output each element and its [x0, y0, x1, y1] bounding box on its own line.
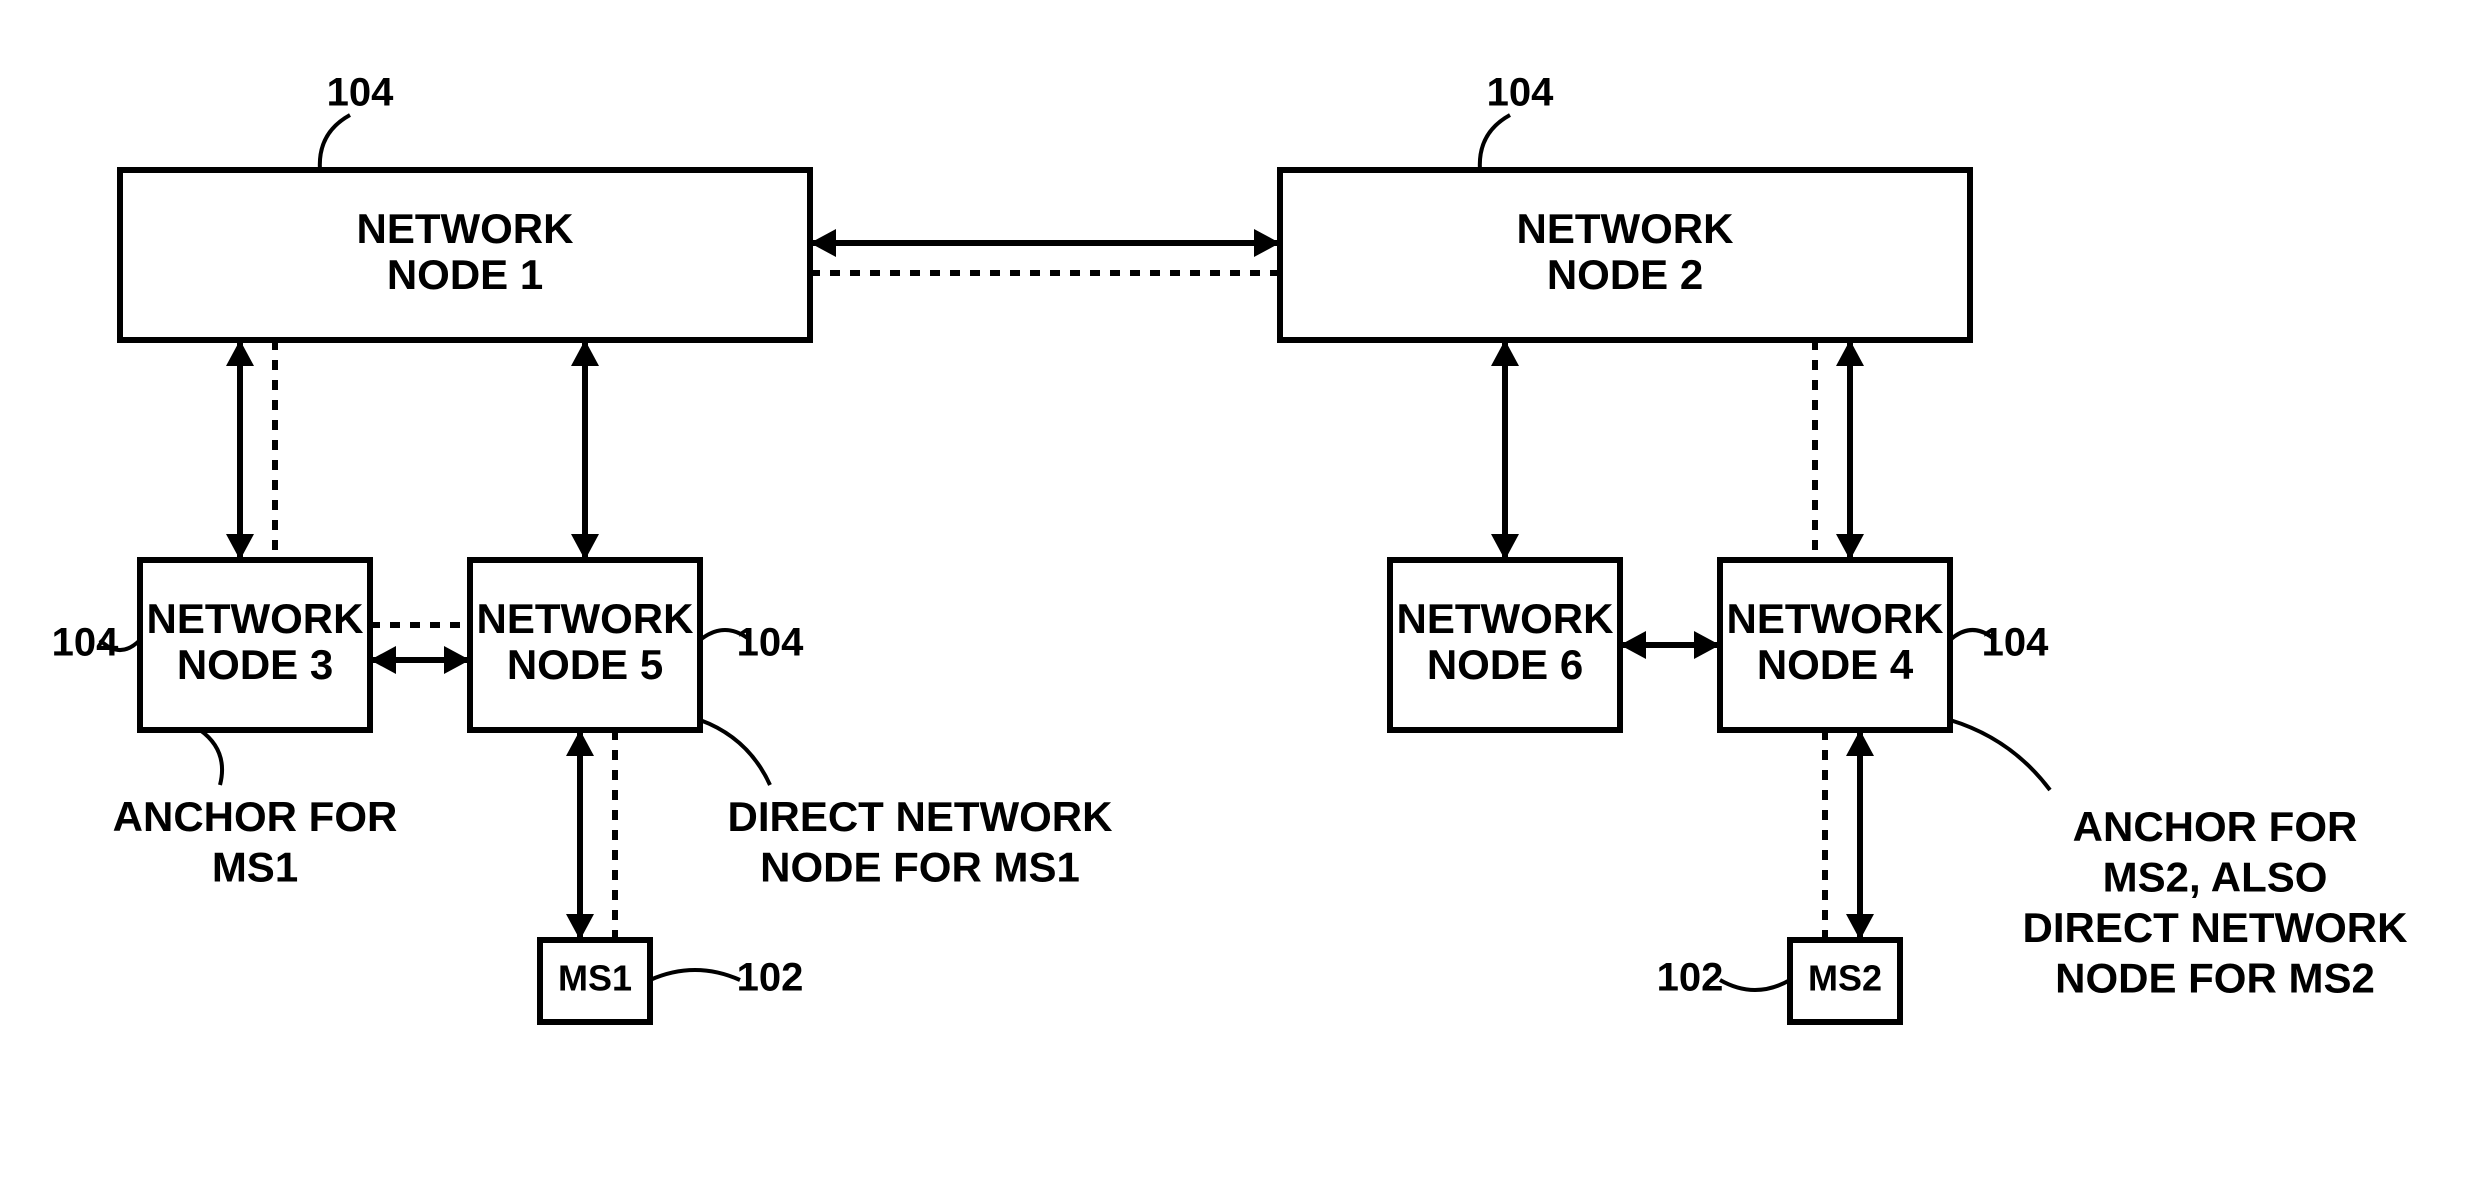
label-104: 104 [1982, 621, 2049, 665]
lead-line [1480, 115, 1510, 170]
annot-anchor-ms2-line3: DIRECT NETWORK [2023, 904, 2408, 951]
label-104: 104 [1487, 71, 1554, 115]
lead-line [650, 970, 740, 980]
network-node-3-line1: NETWORK [147, 595, 364, 642]
arrowhead [1491, 534, 1519, 560]
annot-anchor-ms1-line1: ANCHOR FOR [113, 793, 398, 840]
network-node-5-line1: NETWORK [477, 595, 694, 642]
ms2-label: MS2 [1808, 958, 1882, 999]
arrowhead [1491, 340, 1519, 366]
label-102: 102 [1657, 956, 1724, 1000]
arrowhead [566, 730, 594, 756]
arrowhead [1620, 631, 1646, 659]
network-node-5-line2: NODE 5 [507, 641, 663, 688]
label-102: 102 [737, 956, 804, 1000]
network-node-1-line1: NETWORK [357, 205, 574, 252]
network-node-4-line2: NODE 4 [1757, 641, 1914, 688]
lead-line [320, 115, 350, 170]
label-104: 104 [737, 621, 804, 665]
lead-line [700, 720, 770, 785]
arrowhead [226, 534, 254, 560]
arrowhead [1836, 534, 1864, 560]
network-node-2-line2: NODE 2 [1547, 251, 1703, 298]
lead-line [1720, 980, 1790, 990]
annot-anchor-ms2-line1: ANCHOR FOR [2073, 803, 2358, 850]
annot-anchor-ms1-line2: MS1 [212, 843, 298, 890]
arrowhead [566, 914, 594, 940]
network-node-3-line2: NODE 3 [177, 641, 333, 688]
ms1-label: MS1 [558, 958, 632, 999]
label-104: 104 [327, 71, 394, 115]
label-104: 104 [52, 621, 119, 665]
arrowhead [571, 340, 599, 366]
network-node-2-line1: NETWORK [1517, 205, 1734, 252]
arrowhead [1846, 914, 1874, 940]
arrowhead [1694, 631, 1720, 659]
arrowhead [370, 646, 396, 674]
arrowhead [1254, 229, 1280, 257]
arrowhead [571, 534, 599, 560]
arrowhead [226, 340, 254, 366]
arrowhead [810, 229, 836, 257]
annot-direct-ms1-line2: NODE FOR MS1 [760, 843, 1080, 890]
lead-line [1950, 720, 2050, 790]
annot-anchor-ms2-line4: NODE FOR MS2 [2055, 954, 2375, 1001]
network-node-6-line2: NODE 6 [1427, 641, 1583, 688]
network-node-4-line1: NETWORK [1727, 595, 1944, 642]
network-node-6-line1: NETWORK [1397, 595, 1614, 642]
arrowhead [1836, 340, 1864, 366]
arrowhead [1846, 730, 1874, 756]
annot-direct-ms1-line1: DIRECT NETWORK [728, 793, 1113, 840]
annot-anchor-ms2-line2: MS2, ALSO [2103, 853, 2328, 900]
network-node-1-line2: NODE 1 [387, 251, 543, 298]
lead-line [200, 730, 222, 785]
arrowhead [444, 646, 470, 674]
